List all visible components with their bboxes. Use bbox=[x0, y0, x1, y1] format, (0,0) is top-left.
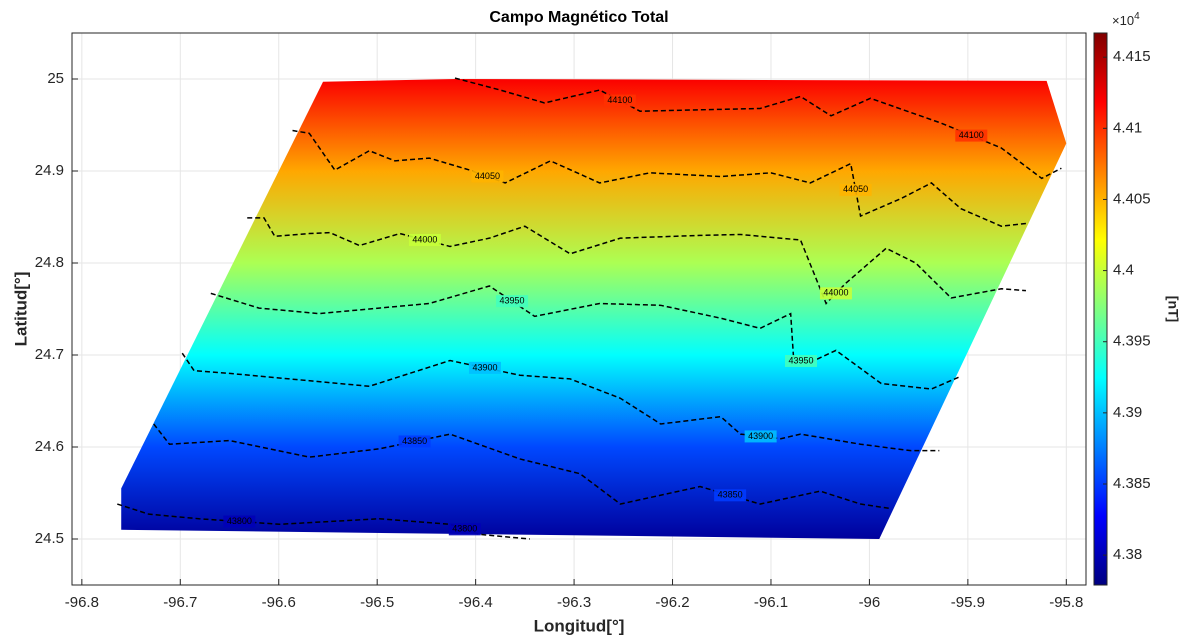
x-tick-label: -96.4 bbox=[459, 594, 493, 611]
colorbar-multiplier: ×104 bbox=[1112, 11, 1140, 29]
y-tick-label: 25 bbox=[47, 70, 64, 87]
contour-label: 44000 bbox=[412, 234, 437, 244]
contour-label: 43900 bbox=[748, 431, 773, 441]
contour-label: 43800 bbox=[452, 524, 477, 534]
contour-label: 43850 bbox=[402, 436, 427, 446]
contour-label-bg bbox=[408, 234, 441, 246]
contour-label: 43850 bbox=[718, 490, 743, 500]
contour-line bbox=[210, 285, 960, 390]
x-axis-label: Longitud[°] bbox=[534, 616, 625, 635]
contour-label-bg bbox=[784, 354, 817, 367]
contour-label: 43950 bbox=[500, 296, 525, 306]
chart-title: Campo Magnético Total bbox=[489, 9, 668, 26]
colorbar-tick-label: 4.395 bbox=[1113, 333, 1151, 350]
x-tick-label: -96.8 bbox=[65, 594, 99, 611]
colorbar-label: [nT] bbox=[1165, 296, 1181, 322]
colorbar-tick-label: 4.385 bbox=[1113, 475, 1151, 492]
contour-line bbox=[454, 77, 1062, 180]
contour-label: 44000 bbox=[823, 288, 848, 298]
field bbox=[121, 79, 1067, 539]
y-tick-label: 24.9 bbox=[35, 162, 64, 179]
y-tick-label: 24.8 bbox=[35, 254, 64, 271]
contour-label: 43800 bbox=[227, 516, 252, 526]
colorbar-tick-label: 4.405 bbox=[1113, 190, 1151, 207]
multiplier: ×10 bbox=[1112, 13, 1134, 28]
contour-label-bg bbox=[603, 94, 636, 107]
contour-label-bg bbox=[819, 287, 852, 300]
x-tick-label: -96.3 bbox=[557, 594, 591, 611]
contour-label-bg bbox=[744, 430, 777, 443]
x-tick-label: -96.6 bbox=[262, 594, 296, 611]
axes-box bbox=[71, 32, 1087, 586]
contour-label-bg bbox=[471, 170, 504, 183]
contour-label-bg bbox=[955, 129, 988, 142]
contour-label: 43950 bbox=[788, 355, 813, 365]
y-tick-label: 24.7 bbox=[35, 346, 64, 363]
contour-label: 44100 bbox=[607, 95, 632, 105]
colorbar-tick-label: 4.39 bbox=[1113, 404, 1142, 421]
x-tick-label: -96 bbox=[859, 594, 881, 611]
x-tick-label: -96.1 bbox=[754, 594, 788, 611]
colorbar-tick-label: 4.4 bbox=[1113, 262, 1134, 279]
contour-label-bg bbox=[448, 523, 481, 536]
exponent: 4 bbox=[1134, 11, 1140, 22]
x-tick-label: -95.9 bbox=[951, 594, 985, 611]
y-axis-label: Latitud[°] bbox=[11, 272, 30, 347]
contour-label-bg bbox=[714, 489, 747, 502]
contour-line bbox=[247, 217, 1027, 305]
colorbar-tick-label: 4.415 bbox=[1113, 48, 1151, 65]
contour-label-bg bbox=[839, 183, 872, 196]
contour-label-bg bbox=[468, 361, 501, 374]
x-tick-label: -95.8 bbox=[1049, 594, 1083, 611]
colorbar bbox=[1093, 32, 1108, 586]
contour-line bbox=[153, 423, 892, 510]
contour-label: 44100 bbox=[959, 130, 984, 140]
contour-label: 44050 bbox=[475, 171, 500, 181]
x-tick-label: -96.5 bbox=[360, 594, 394, 611]
colorbar-tick-label: 4.38 bbox=[1113, 546, 1142, 563]
x-tick-label: -96.7 bbox=[163, 594, 197, 611]
contour-label-bg bbox=[496, 295, 529, 308]
contour-label-bg bbox=[398, 435, 431, 448]
y-tick-label: 24.5 bbox=[35, 530, 64, 547]
contour-label: 44050 bbox=[843, 184, 868, 194]
x-tick-label: -96.2 bbox=[655, 594, 689, 611]
colorbar-tick-label: 4.41 bbox=[1113, 119, 1142, 136]
contour-label: 43900 bbox=[472, 362, 497, 372]
contour-line bbox=[181, 352, 940, 452]
contour-label-bg bbox=[223, 515, 256, 528]
y-tick-label: 24.6 bbox=[35, 438, 64, 455]
